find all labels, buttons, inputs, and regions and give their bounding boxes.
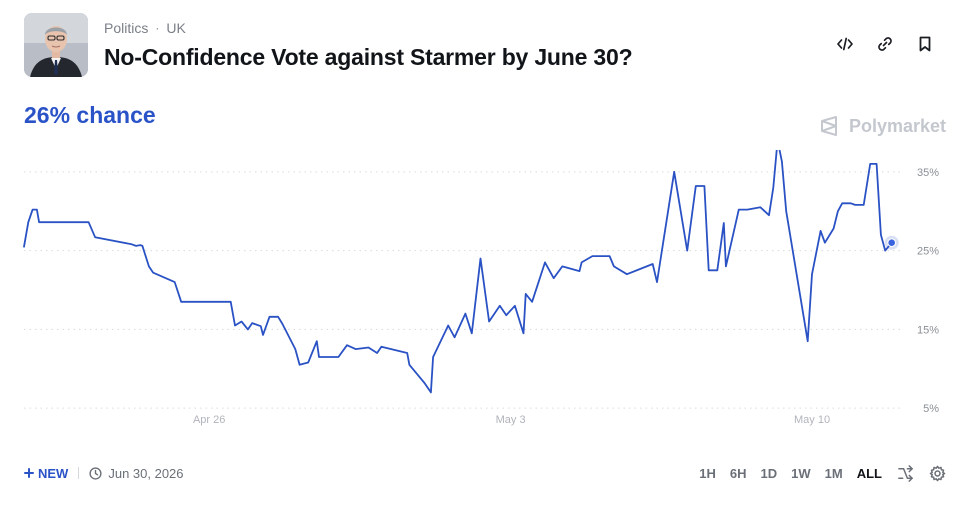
x-tick-label: May 3 [496, 414, 526, 426]
footer-divider [78, 467, 80, 479]
code-icon [837, 37, 853, 51]
copy-link-button[interactable] [874, 33, 896, 55]
chart-footer: NEW Jun 30, 2026 1H 6H 1D 1W 1M ALL [24, 462, 946, 484]
market-header: Politics · UK No-Confidence Vote against… [24, 13, 936, 77]
x-tick-label: Apr 26 [193, 414, 225, 426]
market-avatar [24, 13, 88, 77]
y-tick-label: 25% [917, 246, 939, 258]
link-icon [878, 37, 892, 51]
chart-settings-button[interactable] [928, 464, 946, 482]
range-1m[interactable]: 1M [824, 465, 843, 481]
y-tick-label: 35% [917, 167, 939, 179]
shuffle-icon [897, 464, 913, 482]
gear-icon [929, 465, 945, 481]
y-tick-label: 5% [923, 403, 939, 415]
last-point-marker [887, 238, 896, 248]
new-badge[interactable]: NEW [24, 466, 68, 481]
y-tick-label: 15% [917, 324, 939, 336]
time-range-selector: 1H 6H 1D 1W 1M ALL [699, 464, 946, 482]
end-date: Jun 30, 2026 [89, 465, 184, 481]
x-tick-label: May 10 [794, 414, 830, 426]
range-1d[interactable]: 1D [760, 465, 778, 481]
range-6h[interactable]: 6H [729, 465, 747, 481]
bookmark-button[interactable] [914, 33, 936, 55]
price-chart[interactable]: 5% 15% 25% 35% Apr 26 May 3 May 10 [0, 150, 960, 440]
end-date-text: Jun 30, 2026 [108, 465, 184, 481]
range-1w[interactable]: 1W [791, 465, 811, 481]
breadcrumb-subcategory[interactable]: UK [166, 20, 186, 36]
range-all[interactable]: ALL [856, 465, 882, 481]
bookmark-icon [919, 36, 931, 52]
market-title: No-Confidence Vote against Starmer by Ju… [104, 44, 633, 70]
breadcrumb-category[interactable]: Politics [104, 20, 149, 36]
embed-button[interactable] [834, 33, 856, 55]
swap-button[interactable] [896, 464, 914, 482]
series-line [23, 150, 893, 394]
header-actions [834, 33, 936, 55]
plus-icon [24, 468, 34, 478]
brand-watermark: Polymarket [819, 115, 946, 137]
polymarket-logo-icon [820, 116, 837, 136]
breadcrumb: Politics · UK [104, 20, 186, 36]
current-chance: 26% chance [24, 102, 156, 128]
new-label: NEW [38, 465, 69, 481]
breadcrumb-separator: · [155, 21, 160, 35]
brand-name: Polymarket [848, 115, 946, 136]
range-1h[interactable]: 1H [699, 465, 716, 481]
clock-icon [89, 466, 102, 480]
